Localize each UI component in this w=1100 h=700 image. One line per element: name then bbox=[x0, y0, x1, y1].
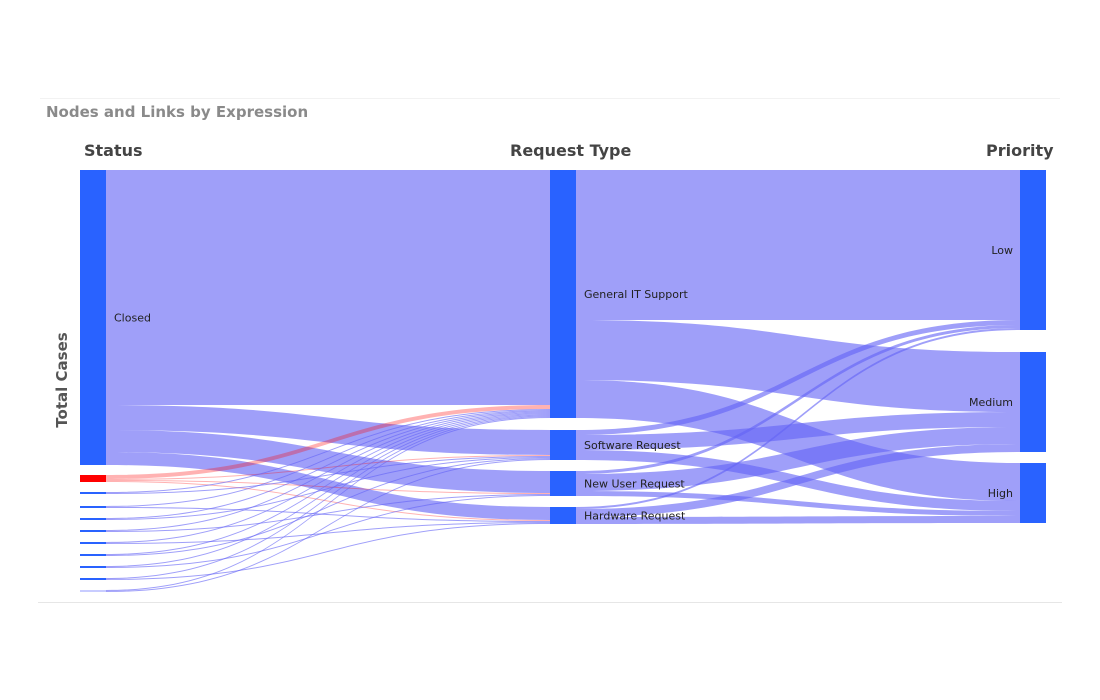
column-header-priority: Priority bbox=[986, 141, 1054, 160]
node-high[interactable] bbox=[1020, 463, 1046, 523]
node-git[interactable] bbox=[550, 170, 576, 418]
link-git-med[interactable] bbox=[576, 320, 1020, 412]
link-s6-git[interactable] bbox=[106, 412, 550, 531]
link-s7-git[interactable] bbox=[106, 413, 550, 543]
link-s2-sw[interactable] bbox=[106, 455, 550, 480]
node-label-hw: Hardware Request bbox=[584, 510, 686, 523]
link-closed-sw[interactable] bbox=[106, 405, 550, 455]
link-s3-sw[interactable] bbox=[106, 456, 550, 494]
node-s11[interactable] bbox=[80, 590, 106, 592]
link-s4-git[interactable] bbox=[106, 410, 550, 507]
node-low[interactable] bbox=[1020, 170, 1046, 330]
link-s4-hw[interactable] bbox=[106, 507, 550, 522]
node-s2[interactable] bbox=[80, 475, 106, 482]
link-closed-git[interactable] bbox=[106, 170, 550, 405]
column-header-status: Status bbox=[84, 141, 143, 160]
link-s11-sw[interactable] bbox=[106, 459, 550, 592]
node-s5[interactable] bbox=[80, 518, 106, 520]
link-hw-high[interactable] bbox=[576, 516, 1020, 524]
link-nu-med[interactable] bbox=[576, 427, 1020, 491]
bottom-divider bbox=[38, 602, 1062, 603]
link-s2-nu[interactable] bbox=[106, 480, 550, 494]
link-s2-hw[interactable] bbox=[106, 481, 550, 521]
link-s10-hw[interactable] bbox=[106, 523, 550, 580]
node-s4[interactable] bbox=[80, 506, 106, 508]
link-s5-git[interactable] bbox=[106, 411, 550, 519]
link-git-high[interactable] bbox=[576, 380, 1020, 501]
node-label-sw: Software Request bbox=[584, 439, 681, 452]
node-hw[interactable] bbox=[550, 507, 576, 524]
link-s10-git[interactable] bbox=[106, 416, 550, 579]
link-nu-high[interactable] bbox=[576, 491, 1020, 516]
chart-title: Nodes and Links by Expression bbox=[46, 103, 309, 121]
node-closed[interactable] bbox=[80, 170, 106, 465]
link-s3-git[interactable] bbox=[106, 409, 550, 493]
node-nu[interactable] bbox=[550, 471, 576, 496]
column-header-request-type: Request Type bbox=[510, 141, 632, 160]
link-s11-git[interactable] bbox=[106, 417, 550, 591]
node-s8[interactable] bbox=[80, 554, 106, 556]
link-s6-nu[interactable] bbox=[106, 494, 550, 532]
node-label-git: General IT Support bbox=[584, 288, 688, 301]
node-med[interactable] bbox=[1020, 352, 1046, 452]
node-s6[interactable] bbox=[80, 530, 106, 532]
link-s5-sw[interactable] bbox=[106, 457, 550, 520]
top-divider bbox=[40, 98, 1060, 99]
node-s9[interactable] bbox=[80, 566, 106, 568]
node-label-closed: Closed bbox=[114, 312, 151, 325]
link-sw-low[interactable] bbox=[576, 320, 1020, 435]
node-label-nu: New User Request bbox=[584, 478, 685, 491]
node-sw[interactable] bbox=[550, 430, 576, 460]
node-label-high: High bbox=[988, 487, 1013, 500]
link-s9-git[interactable] bbox=[106, 415, 550, 567]
link-hw-med[interactable] bbox=[576, 444, 1020, 517]
node-s10[interactable] bbox=[80, 578, 106, 580]
node-s3[interactable] bbox=[80, 492, 106, 494]
link-s2-git[interactable] bbox=[106, 405, 550, 479]
link-s9-nu[interactable] bbox=[106, 495, 550, 568]
link-s8-git[interactable] bbox=[106, 414, 550, 555]
link-closed-nu[interactable] bbox=[106, 430, 550, 493]
link-git-low[interactable] bbox=[576, 170, 1020, 320]
link-hw-low[interactable] bbox=[576, 328, 1020, 509]
link-nu-low[interactable] bbox=[576, 325, 1020, 474]
node-label-low: Low bbox=[991, 244, 1013, 257]
link-sw-med[interactable] bbox=[576, 412, 1020, 450]
link-s7-hw[interactable] bbox=[106, 522, 550, 544]
node-label-med: Medium bbox=[969, 396, 1013, 409]
node-s7[interactable] bbox=[80, 542, 106, 544]
link-s8-sw[interactable] bbox=[106, 458, 550, 556]
